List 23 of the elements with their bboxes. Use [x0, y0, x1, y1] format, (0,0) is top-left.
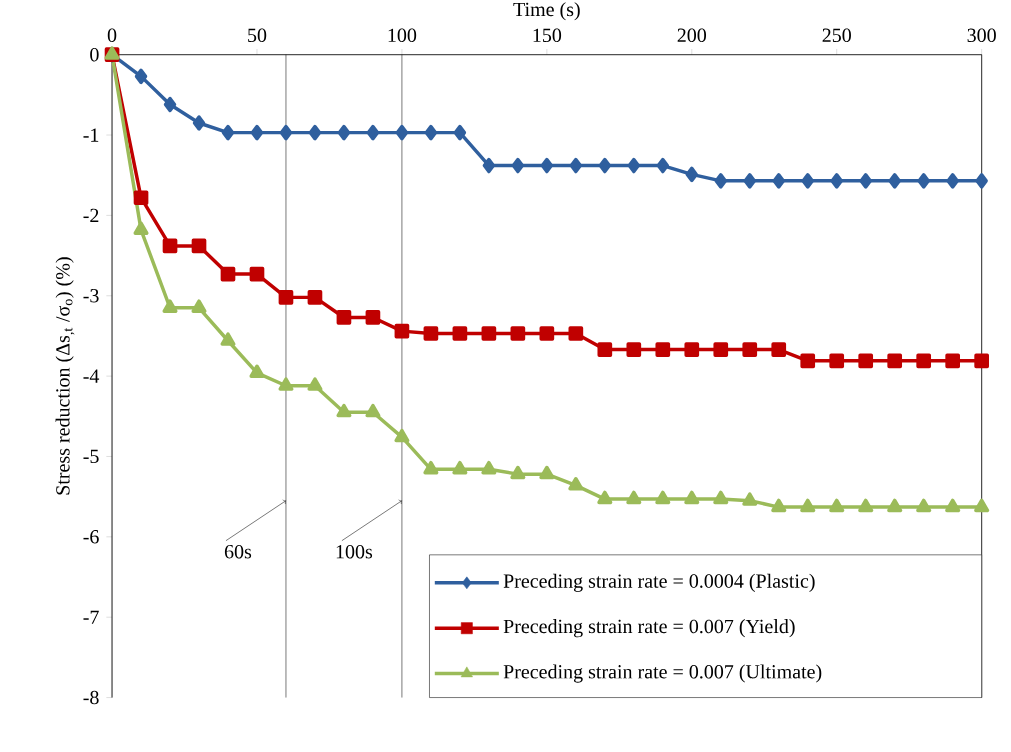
x-tick-label: 150 — [533, 28, 562, 42]
y-tick-label: -3 — [83, 288, 99, 303]
x-tick-label: 200 — [677, 28, 707, 42]
x-tick-label: 50 — [248, 28, 267, 42]
y-axis-title: Stress reduction (Δs$_{,t}$ /σ$_{o}$) (%) — [55, 257, 75, 495]
x-tick-label: 0 — [107, 28, 117, 42]
y-tick-label: -7 — [83, 610, 99, 624]
x-tick-label: 100 — [388, 28, 417, 42]
y-tick-label: -8 — [83, 690, 99, 705]
y-tick-label: -4 — [83, 369, 100, 383]
legend-label: Preceding strain rate = 0.007 (Yield) — [503, 619, 795, 638]
y-tick-label: -6 — [83, 530, 99, 544]
legend-label: Preceding strain rate = 0.0004 (Plastic) — [503, 573, 815, 592]
x-tick-label: 300 — [967, 28, 996, 42]
y-tick-label: -2 — [83, 208, 99, 222]
ref-line-label: 60s — [224, 544, 252, 559]
y-tick-label: 0 — [90, 47, 99, 62]
ref-line-label: 100s — [336, 544, 373, 559]
legend-label: Preceding strain rate = 0.007 (Ultimate) — [503, 664, 822, 683]
x-tick-label: 250 — [822, 28, 851, 42]
x-axis-title: Time (s) — [513, 2, 580, 21]
y-tick-label: -5 — [83, 449, 99, 464]
y-tick-label: -1 — [83, 128, 99, 142]
